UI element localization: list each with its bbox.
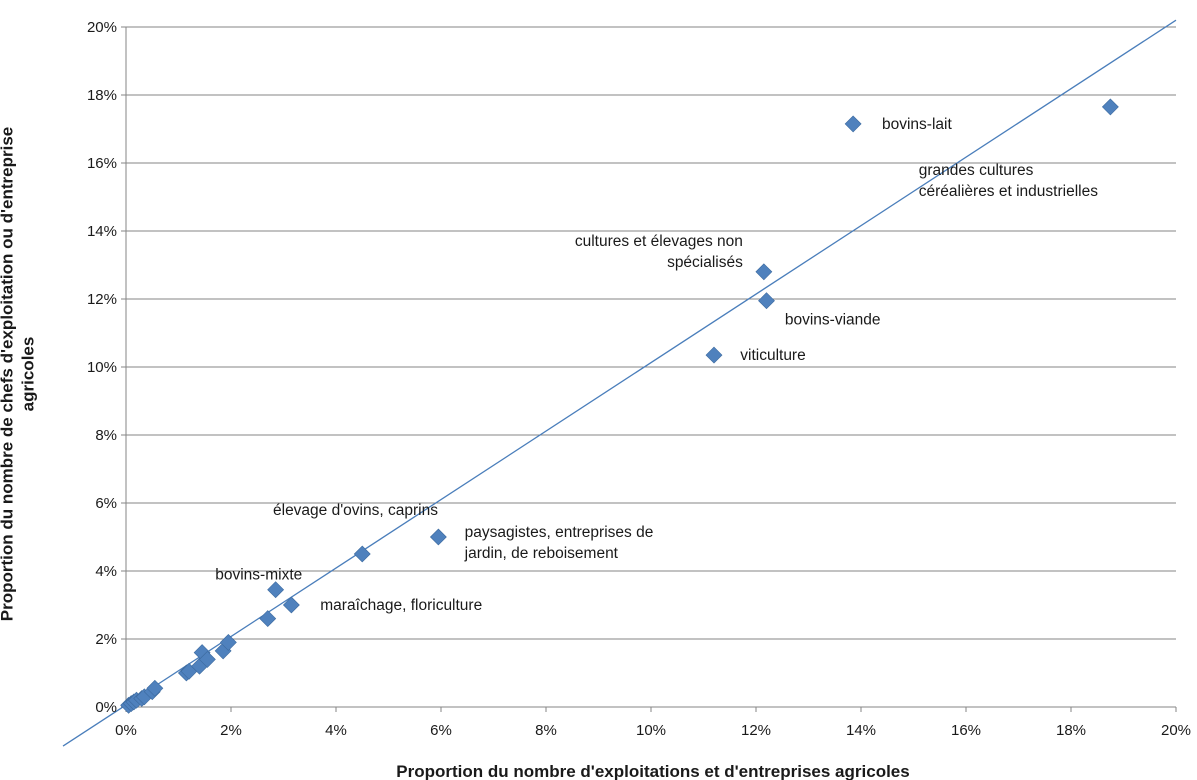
point-annotation: maraîchage, floriculture [320,597,482,614]
y-tick-label: 2% [95,631,117,648]
x-tick-label: 4% [325,722,347,739]
y-axis-title-line: Proportion du nombre de chefs d'exploita… [0,127,17,622]
y-tick-label: 0% [95,699,117,716]
data-point [259,610,277,628]
x-tick-label: 20% [1161,722,1191,739]
y-tick-label: 10% [87,359,117,376]
data-point [219,633,237,651]
axes [121,26,1177,712]
data-point [1101,98,1119,116]
y-tick-label: 14% [87,223,117,240]
tick-labels: 0% 2% 4% 6% 8% 10% 12% 14% 16% 18% 20% 0% 2% 4% 6% 8% 10… [87,19,1191,739]
point-annotation: cultures et élevages non spécialisés [575,233,743,271]
annotations: bovins-lait grandes cultures céréalières e… [215,116,1098,614]
data-point [755,263,773,281]
data-point [844,115,862,133]
point-annotation: paysagistes, entreprises de jardin, de re… [464,524,654,562]
y-tick-label: 8% [95,427,117,444]
x-tick-label: 12% [741,722,771,739]
reference-line [62,19,1177,747]
y-tick-label: 20% [87,19,117,36]
y-tick-label: 16% [87,155,117,172]
x-axis-title: Proportion du nombre d'exploitations et … [396,762,909,780]
data-points [120,98,1119,714]
point-annotation: bovins-mixte [215,566,302,583]
point-annotation: bovins-viande [785,311,881,328]
data-point [146,679,164,697]
data-point [353,545,371,563]
data-point [267,581,285,599]
data-point [282,596,300,614]
point-annotation: bovins-lait [882,116,952,133]
y-tick-label: 12% [87,291,117,308]
data-point [758,292,775,310]
x-tick-label: 0% [115,722,137,739]
x-tick-label: 6% [430,722,452,739]
y-tick-label: 18% [87,87,117,104]
x-tick-label: 16% [951,722,981,739]
reference-line-group [62,19,1177,747]
data-point [198,650,216,668]
y-tick-label: 6% [95,495,117,512]
x-tick-label: 14% [846,722,876,739]
x-tick-label: 10% [636,722,666,739]
x-tick-label: 18% [1056,722,1086,739]
x-tick-label: 2% [220,722,242,739]
y-axis-title: Proportion du nombre de chefs d'exploita… [0,127,38,622]
point-annotation: élevage d'ovins, caprins [273,502,438,519]
gridlines [126,26,1176,640]
point-annotation: viticulture [740,347,805,364]
x-tick-label: 8% [535,722,557,739]
y-axis-title-line: agricoles [19,337,38,412]
y-tick-label: 4% [95,563,117,580]
data-point [429,528,447,546]
point-annotation: grandes cultures céréalières et industrie… [919,162,1098,200]
data-point [705,346,723,364]
